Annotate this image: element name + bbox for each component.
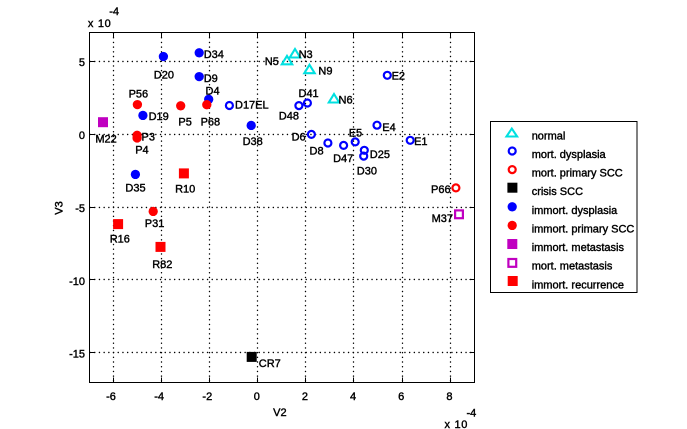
svg-text:6: 6 (398, 391, 404, 403)
svg-text:8: 8 (446, 391, 452, 403)
svg-text:E5: E5 (349, 128, 362, 140)
svg-text:immort. metastasis: immort. metastasis (532, 242, 625, 254)
svg-text:4: 4 (350, 391, 356, 403)
svg-text:D19: D19 (149, 111, 169, 123)
svg-text:P68: P68 (201, 116, 221, 128)
svg-text:D20: D20 (154, 69, 174, 81)
svg-text:D17EL: D17EL (235, 100, 269, 112)
svg-text:P4: P4 (135, 145, 148, 157)
svg-text:P3: P3 (142, 131, 155, 143)
svg-text:5: 5 (79, 57, 85, 69)
svg-text:-4: -4 (467, 407, 477, 419)
svg-text:-4: -4 (154, 391, 164, 403)
svg-text:2: 2 (302, 391, 308, 403)
svg-text:E4: E4 (382, 122, 395, 134)
svg-text:immort. dysplasia: immort. dysplasia (532, 205, 618, 217)
svg-text:mort. primary SCC: mort. primary SCC (532, 168, 623, 180)
svg-text:M37: M37 (432, 213, 453, 225)
svg-text:E2: E2 (392, 71, 405, 83)
svg-text:D4: D4 (206, 85, 220, 97)
svg-text:0: 0 (254, 391, 260, 403)
svg-text:E1: E1 (414, 136, 427, 148)
svg-text:D41: D41 (299, 88, 319, 100)
svg-text:V2: V2 (273, 407, 286, 419)
svg-text:D8: D8 (310, 145, 324, 157)
svg-text:-5: -5 (75, 203, 85, 215)
svg-text:x 10: x 10 (88, 18, 112, 30)
svg-text:immort. primary SCC: immort. primary SCC (532, 224, 635, 236)
svg-text:P56: P56 (129, 89, 149, 101)
svg-text:mort. dysplasia: mort. dysplasia (532, 149, 607, 161)
svg-text:normal: normal (532, 130, 566, 142)
svg-text:mort. metastasis: mort. metastasis (532, 261, 613, 273)
svg-text:-6: -6 (106, 391, 116, 403)
svg-text:V3: V3 (53, 201, 65, 214)
svg-text:-2: -2 (202, 391, 212, 403)
svg-text:N3: N3 (299, 49, 313, 61)
svg-text:D9: D9 (204, 73, 218, 85)
svg-text:x 10: x 10 (445, 419, 469, 429)
svg-text:D47: D47 (333, 153, 353, 165)
svg-text:immort. recurrence: immort. recurrence (532, 279, 624, 291)
svg-text:N9: N9 (318, 65, 332, 77)
svg-text:CR7: CR7 (259, 358, 281, 370)
svg-text:D35: D35 (125, 183, 145, 195)
svg-text:R82: R82 (152, 259, 172, 271)
svg-text:crisis SCC: crisis SCC (532, 186, 583, 198)
svg-text:N5: N5 (265, 56, 279, 68)
svg-text:N6: N6 (339, 95, 353, 107)
svg-text:D48: D48 (279, 110, 299, 122)
svg-text:R10: R10 (175, 183, 195, 195)
svg-text:D6: D6 (292, 131, 306, 143)
svg-text:P31: P31 (145, 218, 165, 230)
svg-text:0: 0 (79, 130, 85, 142)
svg-text:D38: D38 (243, 136, 263, 148)
svg-text:D34: D34 (204, 49, 224, 61)
svg-text:R16: R16 (110, 234, 130, 246)
svg-text:D25: D25 (370, 149, 390, 161)
svg-text:-10: -10 (69, 276, 85, 288)
svg-text:-4: -4 (109, 6, 119, 18)
svg-text:-15: -15 (69, 349, 85, 361)
svg-text:M22: M22 (95, 133, 116, 145)
svg-text:P66: P66 (431, 184, 451, 196)
svg-text:D30: D30 (357, 166, 377, 178)
svg-text:P5: P5 (178, 116, 191, 128)
